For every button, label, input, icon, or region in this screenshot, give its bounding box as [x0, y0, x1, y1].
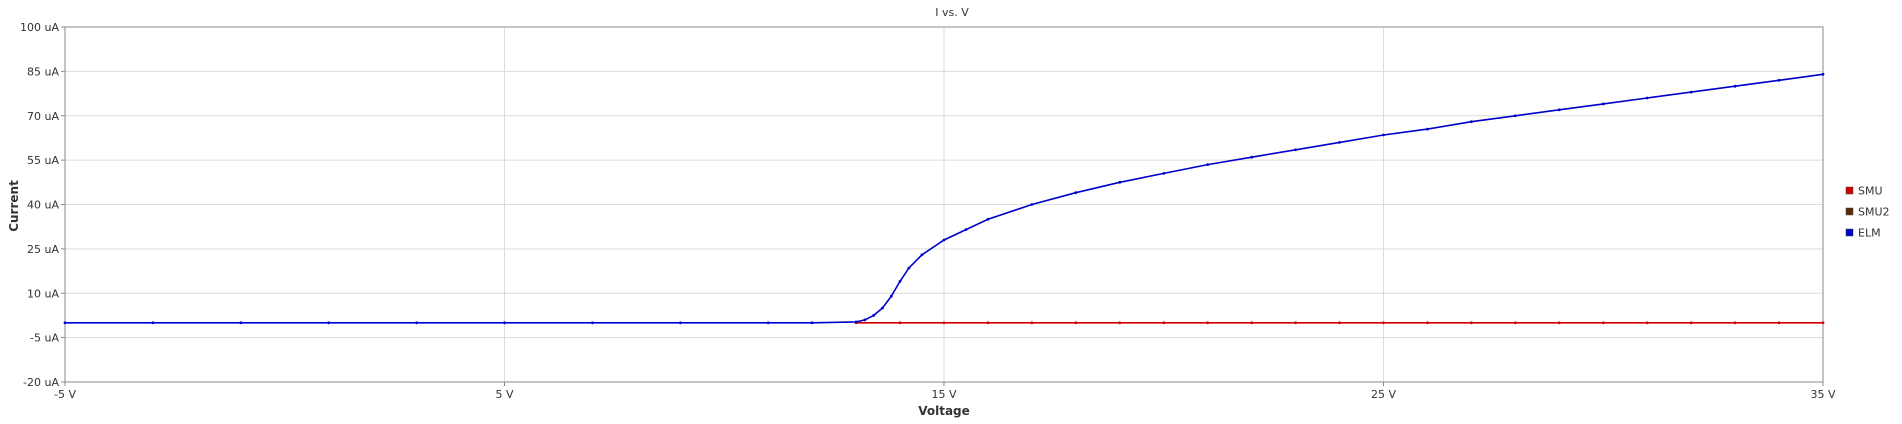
chart-title: I vs. V: [935, 6, 969, 19]
y-tick-label: 70 uA: [27, 110, 59, 123]
data-point-elm: [1777, 78, 1781, 82]
data-point-elm: [1645, 96, 1649, 100]
y-tick-label: -5 uA: [30, 332, 59, 345]
data-point-elm: [1821, 72, 1825, 76]
data-point-smu: [1513, 321, 1517, 325]
data-point-smu: [1689, 321, 1693, 325]
data-point-smu: [1206, 321, 1210, 325]
data-point-smu: [1382, 321, 1385, 325]
data-point-elm: [889, 294, 893, 298]
data-point-elm: [1030, 203, 1034, 206]
series-lines: [63, 72, 1825, 325]
y-axis-title: Current: [7, 180, 21, 232]
y-tick-label: 100 uA: [20, 21, 59, 34]
y-tick-label: 40 uA: [27, 199, 59, 212]
legend-item-smu2: SMU2: [1845, 206, 1890, 219]
series-elm: [63, 72, 1825, 325]
data-point-elm: [1162, 172, 1166, 175]
legend: SMU SMU2 ELM: [1845, 185, 1890, 240]
data-point-smu: [898, 321, 902, 325]
data-point-smu: [1030, 321, 1034, 325]
y-tick-label: 25 uA: [27, 243, 59, 256]
y-tick-label: 85 uA: [27, 65, 59, 78]
data-point-smu: [1557, 321, 1561, 325]
x-axis: -5 V 5 V 15 V 25 V 35 V: [54, 382, 1836, 401]
data-point-elm: [810, 321, 814, 325]
x-tick-label: 5 V: [495, 388, 513, 401]
data-point-elm: [898, 280, 902, 283]
legend-swatch: [1845, 186, 1854, 195]
data-point-elm: [881, 306, 884, 310]
data-point-elm: [1118, 180, 1122, 184]
data-point-smu: [986, 321, 990, 325]
data-point-elm: [151, 321, 155, 325]
data-point-elm: [1206, 163, 1210, 167]
data-point-elm: [63, 321, 67, 325]
legend-item-smu: SMU: [1845, 185, 1883, 198]
data-point-elm: [1601, 102, 1605, 106]
data-point-smu: [1777, 321, 1781, 325]
legend-swatch: [1845, 207, 1854, 216]
data-point-smu: [1074, 321, 1078, 325]
x-axis-title: Voltage: [918, 404, 970, 418]
data-point-elm: [1513, 114, 1517, 118]
data-point-elm: [766, 321, 770, 325]
data-point-smu: [1294, 321, 1297, 325]
data-point-elm: [863, 318, 867, 322]
x-tick-label: 15 V: [931, 388, 956, 401]
y-axis: -20 uA -5 uA 10 uA 25 uA 40 uA 55 uA 70 uA 85 u…: [20, 21, 65, 389]
data-point-elm: [415, 321, 418, 325]
data-point-elm: [986, 217, 990, 221]
data-point-smu: [1733, 321, 1737, 325]
data-point-elm: [1338, 141, 1341, 144]
legend-swatch: [1845, 228, 1854, 237]
data-point-elm: [1382, 133, 1385, 137]
data-point-elm: [942, 238, 946, 242]
data-point-elm: [1426, 127, 1429, 131]
data-point-elm: [327, 321, 331, 325]
data-point-elm: [503, 321, 506, 325]
data-point-elm: [1689, 90, 1693, 94]
data-point-smu: [1601, 321, 1605, 325]
data-point-elm: [872, 314, 876, 317]
data-point-elm: [1294, 148, 1297, 152]
x-tick-label: 25 V: [1371, 388, 1396, 401]
data-point-elm: [1250, 155, 1254, 159]
data-point-elm: [678, 321, 682, 325]
data-point-elm: [1470, 120, 1473, 124]
legend-item-elm: ELM: [1845, 227, 1881, 240]
data-point-smu: [1426, 321, 1429, 325]
data-point-elm: [1557, 108, 1561, 112]
legend-label: SMU: [1858, 185, 1883, 198]
series-line-elm: [65, 73, 1824, 324]
data-point-elm: [964, 228, 968, 232]
data-point-smu: [942, 321, 946, 325]
data-point-smu: [1118, 321, 1122, 325]
data-point-elm: [920, 253, 924, 257]
legend-label: SMU2: [1858, 206, 1890, 219]
series-smu: [854, 321, 1825, 325]
data-point-elm: [907, 266, 911, 270]
data-point-elm: [591, 321, 594, 325]
data-point-elm: [1074, 191, 1078, 195]
data-point-smu: [1338, 321, 1341, 325]
legend-label: ELM: [1858, 227, 1881, 240]
data-point-elm: [1733, 84, 1737, 88]
y-tick-label: 10 uA: [27, 287, 59, 300]
x-tick-label: 35 V: [1810, 388, 1835, 401]
data-point-smu: [1470, 321, 1473, 325]
data-point-smu: [1821, 321, 1825, 325]
data-point-elm: [854, 320, 858, 324]
x-tick-label: -5 V: [54, 388, 76, 401]
data-point-elm: [239, 321, 243, 325]
data-point-smu: [1645, 321, 1649, 325]
y-tick-label: -20 uA: [23, 376, 59, 389]
data-point-smu: [1162, 321, 1166, 325]
data-point-smu: [1250, 321, 1254, 325]
y-tick-label: 55 uA: [27, 154, 59, 167]
